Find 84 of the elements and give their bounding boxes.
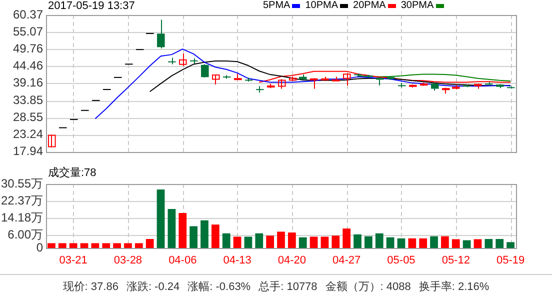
bar <box>113 243 121 248</box>
bar <box>233 236 242 248</box>
x-tick-label: 04-06 <box>168 254 197 267</box>
text: 换手率: 2.16% <box>418 281 490 292</box>
y-tick-label: 39.16 <box>12 76 44 90</box>
bar <box>408 238 416 248</box>
bar <box>48 243 56 248</box>
bar <box>430 236 438 248</box>
candlestick <box>310 78 318 90</box>
candlestick <box>179 53 187 67</box>
y-tick-label: 28.55 <box>12 110 44 124</box>
bar <box>506 242 514 248</box>
candlestick <box>48 134 56 148</box>
legend-label: 5PMA <box>263 0 290 11</box>
text: 总手: 10778 <box>258 281 318 292</box>
bar <box>484 238 493 248</box>
candlestick <box>212 74 220 86</box>
bar <box>354 234 362 248</box>
candlestick <box>157 19 165 49</box>
bar <box>397 238 406 248</box>
bar <box>200 220 208 248</box>
bar <box>156 190 165 248</box>
bar <box>496 238 504 248</box>
bar <box>190 226 198 248</box>
text: 现价: 37.86 <box>62 281 118 292</box>
text: 金额（万）: 4088 <box>325 281 411 292</box>
bar <box>146 238 154 248</box>
chart-title: 2017-05-19 13:37 <box>48 0 135 12</box>
x-tick-label: 05-19 <box>496 254 525 267</box>
bar <box>462 240 471 248</box>
bar <box>266 236 274 248</box>
bar <box>277 232 285 248</box>
bar <box>134 243 143 248</box>
text: 涨跌: -0.24 <box>126 281 180 292</box>
bar <box>288 232 296 248</box>
bar <box>102 243 110 248</box>
bar <box>80 243 88 248</box>
y-tick-label: 60.37 <box>12 7 44 22</box>
bar <box>69 243 78 248</box>
bar <box>342 228 351 248</box>
legend-label: 20PMA <box>353 0 386 11</box>
bar <box>211 224 220 248</box>
x-tick-label: 03-21 <box>59 254 88 267</box>
bar <box>310 236 318 248</box>
x-tick-label: 04-27 <box>332 254 361 267</box>
y-tick-label: 49.76 <box>12 42 44 56</box>
text: 涨幅: -0.63% <box>188 281 251 292</box>
bar <box>320 236 329 248</box>
y-tick-label: 44.46 <box>12 58 44 73</box>
x-tick-label: 03-28 <box>114 254 142 267</box>
bar <box>364 236 372 248</box>
y-tick-label: 22.37万 <box>0 193 43 208</box>
bar <box>124 243 132 248</box>
bar <box>168 209 176 248</box>
bar <box>244 236 252 248</box>
bar <box>386 237 394 248</box>
legend-label: 30PMA <box>400 0 434 11</box>
y-tick-label: 33.85 <box>12 92 44 107</box>
bar <box>222 233 230 248</box>
bar <box>255 233 264 248</box>
y-tick-label: 0 <box>36 240 44 254</box>
bar <box>58 243 66 248</box>
y-tick-label: 23.24 <box>12 127 44 142</box>
x-tick-label: 05-05 <box>387 254 416 267</box>
legend-label: 10PMA <box>305 0 338 11</box>
y-tick-label: 30.55万 <box>0 176 43 190</box>
candlestick <box>201 64 209 78</box>
bar <box>452 239 460 248</box>
y-tick-label: 55.07 <box>12 24 44 38</box>
y-tick-label: 14.18万 <box>0 210 43 225</box>
y-tick-label: 6.00万 <box>8 228 43 242</box>
bar <box>419 238 428 248</box>
bar <box>441 236 449 248</box>
bar <box>375 233 384 248</box>
x-tick-label: 04-20 <box>278 254 306 267</box>
y-tick-label: 17.94 <box>12 144 44 158</box>
bar <box>298 237 307 248</box>
x-tick-label: 04-13 <box>223 254 252 267</box>
bar <box>474 239 482 248</box>
bar <box>178 213 187 248</box>
chart-title: 成交量:78 <box>48 166 96 180</box>
bar <box>91 243 100 248</box>
x-tick-label: 05-12 <box>442 254 470 267</box>
bar <box>332 236 340 248</box>
